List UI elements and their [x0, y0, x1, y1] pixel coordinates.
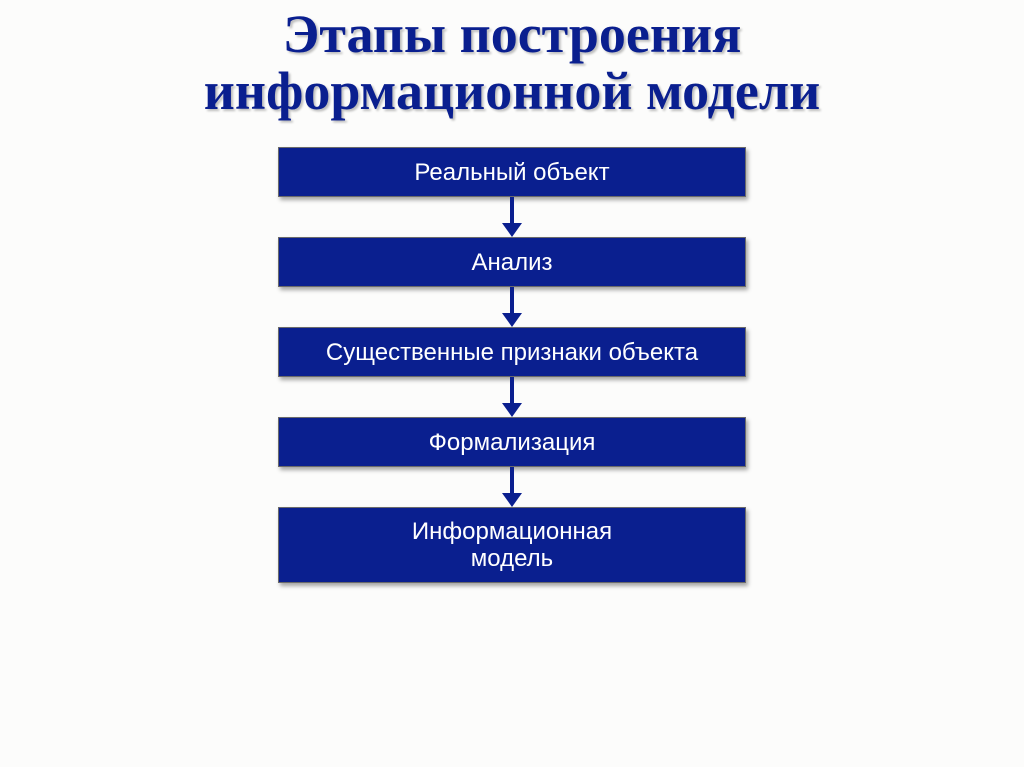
- flow-node: Формализация: [278, 417, 746, 467]
- title-line-1: Этапы построения: [283, 4, 742, 64]
- flowchart: Реальный объект Анализ Существенные призна…: [0, 147, 1024, 583]
- flow-node: Анализ: [278, 237, 746, 287]
- flow-arrow: [502, 287, 522, 327]
- flow-arrow: [502, 197, 522, 237]
- slide: Этапы построения информационной модели Р…: [0, 0, 1024, 767]
- flow-arrow: [502, 377, 522, 417]
- flow-arrow: [502, 467, 522, 507]
- flow-node: Существенные признаки объекта: [278, 327, 746, 377]
- flow-node: Реальный объект: [278, 147, 746, 197]
- title-line-2: информационной модели: [204, 61, 821, 121]
- flow-node: Информационная модель: [278, 507, 746, 583]
- slide-title: Этапы построения информационной модели: [0, 6, 1024, 119]
